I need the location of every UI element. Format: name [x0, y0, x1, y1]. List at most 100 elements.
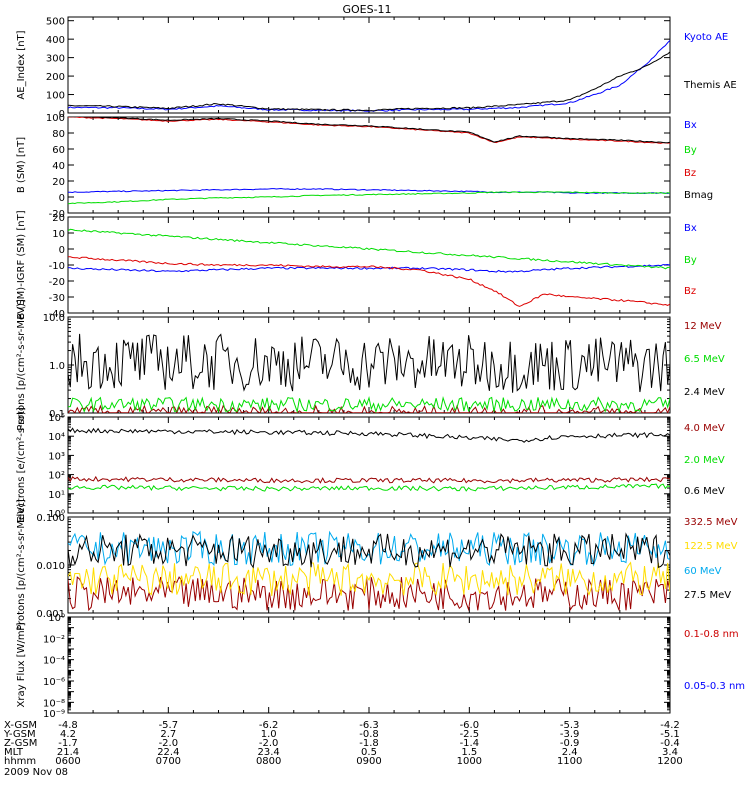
plot-area — [68, 530, 670, 612]
y-tick-label: 0 — [59, 245, 65, 256]
y-tick-label: -10 — [49, 261, 65, 272]
ephemeris-label: MLT — [4, 747, 24, 758]
y-tick-label: 0 — [59, 109, 65, 120]
panel-4: 0.1 1.0 10.0 Protons [p/(cm²-s-sr-MeV)] 12 M… — [16, 299, 725, 431]
legend-entry: 2.4 MeV — [684, 387, 725, 398]
y-tick-label: 10⁻⁸ — [43, 698, 65, 709]
ephemeris-label: X-GSM — [4, 720, 37, 731]
y-tick-label: 500 — [46, 17, 65, 28]
x-tick-label: 0600 — [55, 756, 80, 767]
y-tick-label: 10⁻⁴ — [43, 656, 65, 667]
y-tick-label: 10⁻⁹ — [43, 709, 65, 720]
x-tick-label: 0900 — [356, 756, 381, 767]
panel-6: 0.001 0.010 0.100 Protons [p/(cm²-s-sr-MeV)… — [16, 499, 738, 631]
plot-area — [68, 228, 670, 307]
series-line-bz — [68, 256, 670, 307]
y-tick-label: -20 — [49, 209, 65, 220]
panel-frame — [67, 216, 671, 314]
legend-entry: Themis AE — [683, 80, 737, 91]
ephemeris-value: -5.7 — [159, 720, 179, 731]
ephemeris-value: -2.0 — [159, 738, 179, 749]
x-tick-label: 1100 — [557, 756, 582, 767]
ephemeris-value: 1.5 — [461, 747, 477, 758]
y-tick-label: 100 — [46, 91, 65, 102]
x-tick-label: 0800 — [256, 756, 281, 767]
ephemeris-value: -1.7 — [58, 738, 78, 749]
y-tick-label: 10⁻² — [43, 634, 65, 645]
y-tick-label: 40 — [52, 161, 65, 172]
y-tick-label: 10⁰ — [48, 509, 65, 520]
y-tick-label: 10³ — [48, 451, 65, 462]
plot-area — [68, 333, 670, 413]
legend-entry: By — [684, 145, 697, 156]
y-axis-label: B (SM)-IGRF (SM) [nT] — [16, 210, 27, 319]
ephemeris-label: Z-GSM — [4, 738, 37, 749]
series-line-bx — [68, 187, 670, 195]
legend-entry: Bz — [684, 168, 696, 179]
panel-2: -20 0 20 40 60 80 100 B (SM) [nT] Bx By Bz Bmag — [16, 113, 713, 220]
y-tick-label: 20 — [52, 177, 65, 188]
ephemeris-value: 0.5 — [361, 747, 377, 758]
ephemeris-value: -2.0 — [259, 738, 279, 749]
legend-entry: 332.5 MeV — [684, 517, 738, 528]
y-tick-label: 200 — [46, 72, 65, 83]
figure-title: GOES-11 — [342, 3, 391, 16]
legend-entry: Kyoto AE — [684, 32, 728, 43]
legend-entry: Bz — [684, 286, 696, 297]
ephemeris-value: -4.8 — [58, 720, 78, 731]
y-tick-label: 10⁵ — [48, 413, 65, 424]
x-tick-label: 0700 — [156, 756, 181, 767]
y-tick-label: 0.100 — [36, 513, 65, 524]
ephemeris-value: -5.3 — [560, 720, 580, 731]
ephemeris-value: 2.4 — [562, 747, 578, 758]
y-tick-label: -40 — [49, 309, 65, 320]
series-line-4-0-mev — [68, 475, 670, 484]
series-line-bmag — [69, 117, 670, 144]
series-line-2-0-mev — [68, 483, 670, 492]
legend-entry: 0.05-0.3 nm — [684, 681, 745, 692]
panel-3: -40 -30 -20 -10 0 10 20 B (SM)-IGRF (SM) [nT] Bx… — [16, 210, 697, 320]
panel-frame — [67, 416, 671, 514]
ephemeris-value: 23.4 — [258, 747, 280, 758]
legend-entry: By — [684, 255, 697, 266]
y-tick-label: 0.1 — [49, 409, 65, 420]
y-tick-label: 400 — [46, 35, 65, 46]
ephemeris-value: -6.2 — [259, 720, 279, 731]
y-tick-label: 10⁻⁶ — [43, 677, 65, 688]
ephemeris-value: -6.3 — [359, 720, 379, 731]
ephemeris-value: 21.4 — [57, 747, 79, 758]
series-line-2-4-mev — [68, 333, 670, 393]
series-line-bx — [68, 263, 670, 273]
y-tick-label: 10⁴ — [48, 432, 65, 443]
ephemeris-value: -5.1 — [660, 729, 680, 740]
legend-entry: 0.1-0.8 nm — [684, 629, 739, 640]
panel-5: 10⁰ 10¹ 10² 10³ 10⁴ 10⁵ Electrons [e/(cm²-s-sr… — [16, 407, 725, 523]
series-line-kyoto-ae — [68, 39, 670, 112]
y-axis-label: Electrons [e/(cm²-s-sr)] — [16, 407, 27, 523]
legend-entry: 27.5 MeV — [684, 590, 731, 601]
ephemeris-value: 3.4 — [662, 747, 678, 758]
panel-frame — [67, 616, 671, 714]
series-line-27-5-mev — [68, 532, 670, 569]
ephemeris-value: -3.9 — [560, 729, 580, 740]
panel-7: 10⁻⁹10⁻⁸ 10⁻⁶ 10⁻⁴ 10⁻² 10⁰ Xray Flux [W/m²] 0… — [16, 613, 745, 720]
legend-entry: 2.0 MeV — [684, 455, 725, 466]
y-tick-label: -30 — [49, 293, 65, 304]
legend-entry: 122.5 MeV — [684, 541, 738, 552]
plot-area — [68, 427, 670, 492]
panel-frame — [67, 516, 671, 614]
legend-entry: Bx — [684, 223, 697, 234]
legend-entry: 4.0 MeV — [684, 423, 725, 434]
y-tick-label: 80 — [52, 129, 65, 140]
y-tick-label: 0.010 — [36, 561, 65, 572]
y-tick-label: 60 — [52, 145, 65, 156]
ephemeris-value: -0.8 — [359, 729, 379, 740]
ephemeris-value: -2.5 — [460, 729, 480, 740]
y-axis-label: Protons [p/(cm²-s-sr-MeV)] — [16, 499, 27, 631]
ephemeris-value: 2.7 — [160, 729, 176, 740]
plot-area — [68, 39, 670, 112]
ephemeris-value: -0.4 — [660, 738, 680, 749]
legend-entry: 0.6 MeV — [684, 486, 725, 497]
